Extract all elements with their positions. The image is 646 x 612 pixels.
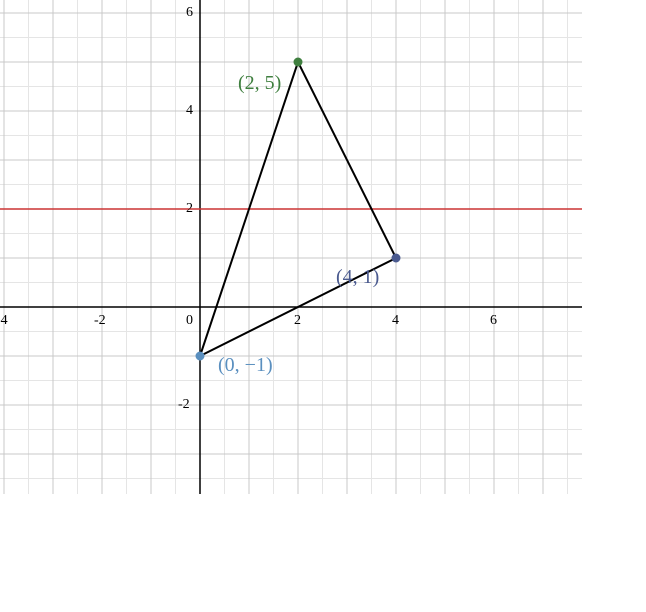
chart-container: -4-2246-22460(0, −1)(2, 5)(4, 1) (0, 0, 646, 612)
coordinate-plot (0, 0, 646, 612)
